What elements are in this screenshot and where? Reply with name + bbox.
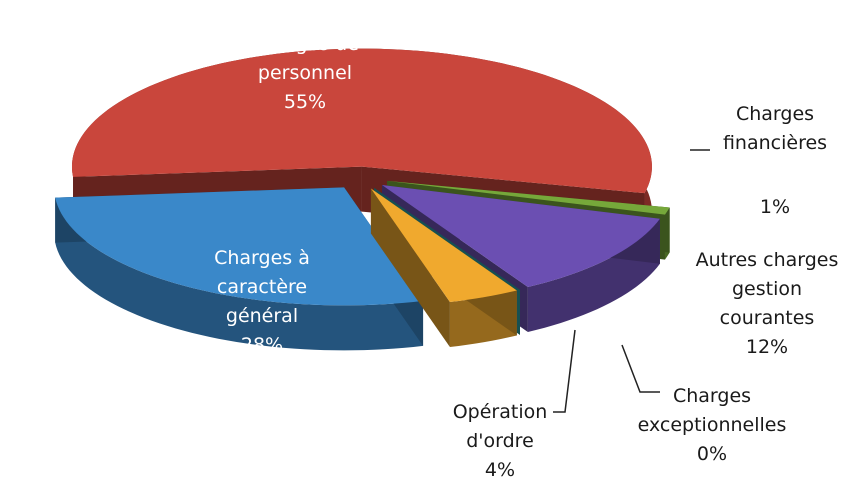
slice — [55, 187, 424, 306]
category-label: Opération d'ordre — [452, 401, 548, 452]
value-label: 28% — [240, 334, 284, 356]
slice — [387, 180, 670, 215]
slice-label: Autres charges gestion courantes 12% — [687, 246, 847, 362]
value-label: 12% — [745, 336, 789, 358]
slice-label: Charges exceptionnelles 0% — [627, 382, 797, 469]
value-label: 55% — [283, 91, 327, 113]
category-label: Charges financières — [722, 103, 828, 154]
slice-rim — [527, 218, 660, 333]
leader-line — [553, 329, 576, 413]
category-label: Autres charges gestion courantes — [695, 249, 839, 329]
category-label: Charges de personnel — [251, 33, 359, 84]
slice-label: Charges financières 1% — [715, 100, 835, 222]
slice — [71, 48, 652, 194]
slice — [382, 185, 660, 288]
category-label: Charges exceptionnelles — [637, 385, 787, 436]
slice-label: Charges de personnel 55% — [230, 30, 380, 117]
slice-label: Opération d'ordre 4% — [445, 398, 555, 481]
slice-side — [370, 188, 450, 348]
value-label: 1% — [759, 196, 791, 218]
value-label: 0% — [696, 443, 728, 465]
value-label: 4% — [484, 459, 516, 481]
slice-label: Charges à caractère général 28% — [202, 244, 322, 360]
slice-rim — [55, 197, 424, 351]
leader-line — [621, 344, 660, 393]
category-label: Charges à caractère général — [214, 247, 310, 327]
slice — [370, 188, 517, 303]
